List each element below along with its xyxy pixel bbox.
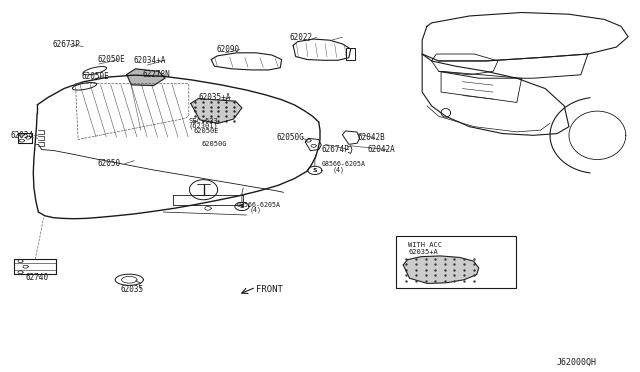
Text: 62673P: 62673P (52, 40, 80, 49)
Text: FRONT: FRONT (256, 285, 283, 294)
Text: S: S (239, 204, 244, 209)
Text: 08566-6205A: 08566-6205A (237, 202, 281, 208)
Text: 62034+A: 62034+A (133, 56, 166, 65)
Text: S: S (312, 168, 317, 173)
Polygon shape (403, 256, 479, 283)
Text: 62050: 62050 (97, 159, 120, 168)
Text: (4): (4) (250, 207, 262, 214)
Text: 08566-6205A: 08566-6205A (322, 161, 366, 167)
Text: 62035+A: 62035+A (198, 93, 231, 102)
Text: 62022: 62022 (289, 33, 312, 42)
Text: J62000QH: J62000QH (557, 358, 596, 367)
Text: SEC.623: SEC.623 (188, 118, 218, 124)
Text: (62301): (62301) (188, 122, 218, 129)
Polygon shape (191, 99, 242, 124)
Text: 62674P: 62674P (322, 145, 349, 154)
Text: (4): (4) (333, 166, 345, 173)
Text: 62042B: 62042B (357, 133, 385, 142)
Polygon shape (127, 69, 165, 86)
Text: 62050G: 62050G (202, 141, 227, 147)
Text: 62050E: 62050E (97, 55, 125, 64)
Text: WITH ACC: WITH ACC (408, 242, 442, 248)
Text: 62035: 62035 (120, 285, 143, 294)
Text: 62034: 62034 (10, 131, 33, 140)
FancyBboxPatch shape (396, 236, 516, 288)
Text: 62035+A: 62035+A (408, 249, 438, 255)
Text: 62740: 62740 (26, 273, 49, 282)
Text: 62278N: 62278N (142, 70, 170, 79)
Text: 62050E: 62050E (81, 72, 109, 81)
Text: 62042A: 62042A (368, 145, 396, 154)
Text: 62090: 62090 (216, 45, 239, 54)
Text: 62050E: 62050E (194, 128, 220, 134)
Text: 62050G: 62050G (276, 133, 304, 142)
